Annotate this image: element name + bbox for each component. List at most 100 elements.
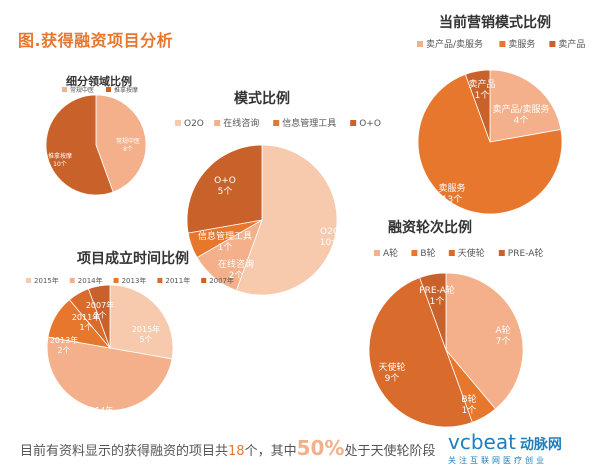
slice-label-name-marketing-1: 卖服务 [438,182,465,194]
slice-funding-3 [419,272,447,351]
slice-label-value-marketing-1: 13个 [442,194,462,205]
chart-title-segment: 细分领域比例 [66,74,132,88]
brand-cn-name: 动脉网 [519,437,562,453]
legend-swatch-founding-1 [69,278,75,283]
legend-label-segment-1: 推拿按摩 [114,86,138,94]
legend-swatch-founding-0 [26,278,31,283]
page-title: 图.获得融资项目分析 [18,31,174,50]
slice-funding-2 [368,277,473,428]
slice-label-value-founding-2: 2个 [57,346,70,355]
brand-tagline: 关注互联网医疗创业 [448,456,547,465]
slice-label-name-mode-3: O+O [214,176,236,186]
slice-label-name-segment-1: 推拿按摩 [48,152,72,160]
legend-swatch-marketing-2 [549,41,556,47]
slice-label-value-mode-0: 10个 [320,237,340,248]
legend-label-mode-3: O+O [359,119,381,129]
legend-swatch-funding-3 [498,250,505,256]
legend-swatch-funding-1 [411,250,418,256]
legend-swatch-segment-0 [62,87,67,92]
slice-label-name-mode-0: O2O [320,227,340,237]
chart-title-funding: 融资轮次比例 [388,219,472,236]
brand-logo-text: vcbeat [448,430,516,454]
slice-founding-4 [87,284,111,349]
slice-label-value-founding-0: 5个 [139,335,152,344]
legend-swatch-funding-2 [448,250,455,256]
legend-label-marketing-0: 卖产品/卖服务 [426,38,483,50]
legend-swatch-mode-0 [175,120,181,126]
slice-label-name-funding-0: A轮 [495,324,510,336]
slice-segment-1 [45,94,114,196]
chart-title-founding: 项目成立时间比例 [77,250,189,267]
legend-label-founding-2: 2013年 [122,276,147,285]
legend-label-funding-0: A轮 [383,247,398,259]
slice-mode-0 [235,144,338,296]
legend-swatch-funding-0 [374,250,380,256]
legend-swatch-founding-4 [201,278,207,283]
legend-swatch-marketing-0 [417,41,423,47]
slice-mode-3 [186,144,263,234]
legend-label-funding-3: PRE-A轮 [508,247,544,259]
slice-label-value-mode-1: 2个 [229,270,244,281]
legend-label-mode-1: 在线咨询 [223,117,259,129]
brand-logo: vcbeat 动脉网 关注互联网医疗创业 [448,430,598,472]
slice-label-name-founding-0: 2015年 [132,324,160,334]
slice-label-value-funding-1: 1个 [462,405,477,416]
slice-label-value-segment-1: 10个 [53,161,67,168]
legend-label-funding-1: B轮 [420,247,435,259]
slice-founding-1 [46,336,173,411]
slice-label-value-founding-4: 1个 [93,311,106,320]
slice-label-value-funding-2: 9个 [385,373,400,384]
slice-segment-0 [95,94,147,193]
legend-label-mode-0: O2O [184,119,204,129]
legend-swatch-segment-1 [106,87,111,92]
slice-label-name-founding-3: 2011年 [72,312,100,322]
slice-label-name-marketing-2: 卖产品 [468,78,495,90]
legend-swatch-mode-2 [273,120,280,126]
footer-suffix: 处于天使轮阶段 [344,444,436,459]
legend-label-marketing-1: 卖服务 [508,38,535,50]
legend-swatch-founding-2 [113,278,119,283]
slice-label-value-funding-3: 1个 [430,296,445,307]
slice-label-name-founding-1: 2014年 [85,405,113,415]
legend-swatch-mode-1 [214,120,221,126]
slice-label-name-mode-2: 信息管理工具 [198,230,252,242]
footer-middle: 个，其中 [244,444,297,459]
chart-title-mode: 模式比例 [234,90,290,107]
slice-label-name-mode-1: 在线咨询 [218,258,254,270]
slice-label-name-founding-2: 2013年 [50,335,78,345]
legend-swatch-marketing-1 [499,41,506,47]
legend-label-founding-0: 2015年 [34,276,59,285]
slice-marketing-2 [464,69,491,143]
slice-label-name-funding-3: PRE-A轮 [419,284,455,296]
slice-label-value-founding-1: 9个 [92,416,105,425]
footer-percent: 50% [296,436,345,460]
slice-label-value-segment-0: 8个 [123,146,133,153]
chart-title-marketing: 当前营销模式比例 [439,14,551,31]
slice-marketing-0 [489,69,562,143]
slice-label-name-marketing-0: 卖产品/卖服务 [492,103,549,115]
legend-label-mode-2: 信息管理工具 [282,117,336,129]
legend-swatch-founding-3 [157,278,163,283]
slice-label-value-marketing-2: 1个 [475,90,490,101]
slice-label-name-funding-2: 天使轮 [378,361,405,373]
slice-label-name-founding-4: 2007年 [86,300,114,310]
slice-label-value-mode-3: 5个 [218,186,233,197]
footer-count: 18 [228,444,245,459]
slice-label-value-founding-3: 1个 [79,323,92,332]
slice-funding-0 [445,272,524,410]
legend-label-marketing-2: 卖产品 [558,38,585,50]
slice-marketing-1 [417,73,563,215]
slice-label-value-funding-0: 7个 [496,336,511,347]
legend-label-founding-4: 2007年 [209,276,234,285]
legend-label-founding-3: 2011年 [165,276,190,285]
slice-founding-0 [109,284,174,360]
slice-label-name-segment-0: 常规中医 [116,137,140,145]
footer-prefix: 目前有资料显示的获得融资的项目共 [20,444,229,459]
slice-label-name-funding-1: B轮 [461,393,476,405]
